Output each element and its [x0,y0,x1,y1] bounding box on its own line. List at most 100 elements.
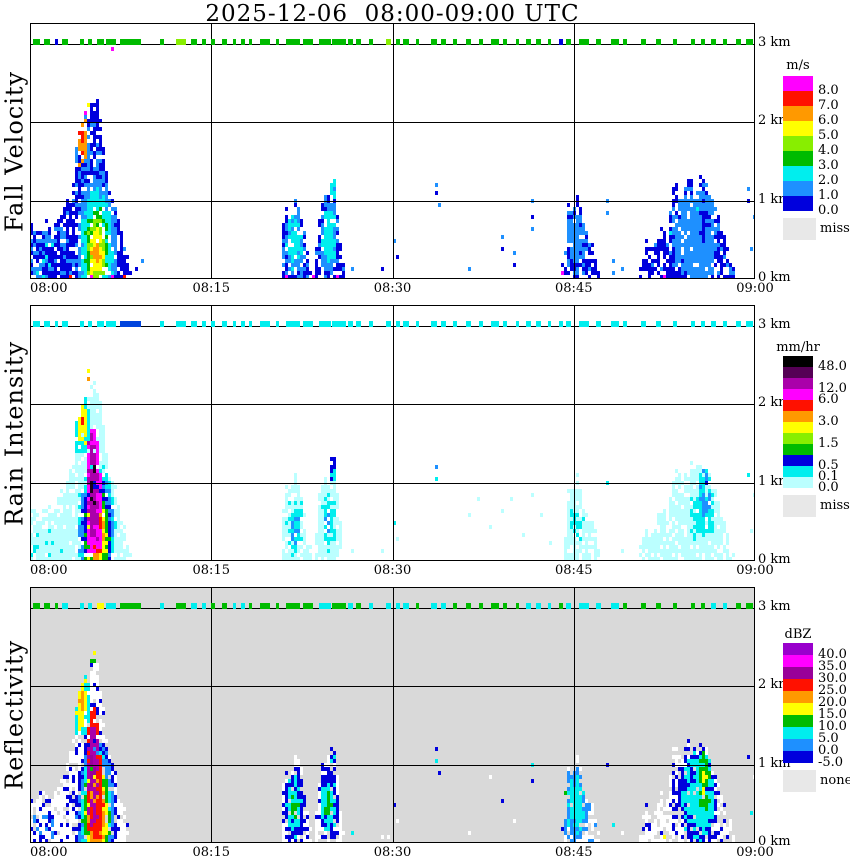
colorbar-tick-label: 3.0 [818,158,839,173]
x-tick-label: 09:00 [736,281,774,296]
colorbar-tick-label: 0.1 [818,469,839,484]
colorbar-swatch [783,739,813,751]
colorbar-tick-label: 1.0 [818,188,839,203]
height-tick-label: 1 km [758,755,791,771]
colorbar-tick-label: 35.0 [818,659,847,674]
y-axis-label-rain-intensity: Rain Intensity [0,340,29,526]
colorbar-swatch [783,121,813,136]
colorbar-missing-label: miss [820,498,850,513]
colorbar-swatch [783,91,813,106]
rain-intensity-heatmap [30,305,755,561]
height-tick-label: 1 km [758,191,791,207]
height-tick-label: 2 km [758,677,791,693]
colorbar-tick-label: 10.0 [818,719,847,734]
colorbar-missing-swatch [783,218,816,240]
height-tick-label: 3 km [758,35,791,50]
x-tick-label: 08:30 [373,845,412,860]
colorbar-swatch [783,691,813,703]
colorbar-missing-label: none [820,773,850,788]
x-tick-label: 08:15 [192,563,230,578]
colorbar-tick-label: 30.0 [818,671,847,686]
colorbar-swatch [783,151,813,166]
colorbar-swatch [783,433,813,444]
colorbar-swatch [783,356,813,367]
colorbar-tick-label: 6.0 [818,392,839,407]
height-tick-label: 0 km [758,270,791,285]
colorbar-swatch [783,679,813,691]
colorbar-swatch [783,643,813,655]
colorbar-swatch [783,455,813,466]
colorbar-tick-label: 5.0 [818,128,839,143]
reflectivity-heatmap [30,587,755,843]
colorbar-tick-label: 1.5 [818,436,839,451]
colorbar-swatch [783,106,813,121]
colorbar-tick-label: 8.0 [818,83,839,98]
height-tick-label: 1 km [758,473,791,489]
colorbar-swatch [783,389,813,400]
x-tick-label: 08:00 [30,281,68,296]
colorbar-swatch [783,166,813,181]
colorbar-title: dBZ [784,627,812,642]
colorbar-swatch [783,667,813,679]
x-tick-label: 08:45 [555,563,593,578]
colorbar-title: mm/hr [776,340,820,355]
colorbar-tick-label: 0.5 [818,458,839,473]
colorbar-tick-label: 0.0 [818,480,839,495]
x-tick-label: 09:00 [736,845,774,860]
colorbar-swatch [783,751,813,763]
colorbar-missing-label: miss [820,221,850,236]
colorbar-tick-label: 5.0 [818,731,839,746]
height-tick-label: 3 km [758,317,791,332]
colorbar-swatch [783,444,813,455]
colorbar-tick-label: 15.0 [818,707,847,722]
colorbar-swatch [783,727,813,739]
colorbar-tick-label: 2.0 [818,173,839,188]
x-tick-label: 08:00 [30,845,68,860]
x-tick-label: 08:30 [373,563,412,578]
colorbar-swatch [783,367,813,378]
colorbar-swatch [783,181,813,196]
colorbar-tick-label: 0.0 [818,203,839,218]
colorbar-swatch [783,400,813,411]
x-tick-label: 08:15 [192,845,230,860]
colorbar-missing-swatch [783,770,816,792]
colorbar-swatch [783,422,813,433]
colorbar-swatch [783,196,813,211]
colorbar-tick-label: 3.0 [818,414,839,429]
colorbar-title: m/s [786,58,810,73]
colorbar-tick-label: 12.0 [818,381,847,396]
colorbar-swatch [783,655,813,667]
colorbar-tick-label: 25.0 [818,683,847,698]
colorbar-swatch [783,76,813,91]
colorbar-swatch [783,477,813,488]
colorbar-swatch [783,136,813,151]
colorbar-swatch [783,466,813,477]
colorbar-tick-label: 0.0 [818,743,839,758]
x-tick-label: 08:30 [373,281,412,296]
colorbar-tick-label: 40.0 [818,647,847,662]
x-tick-label: 08:45 [555,281,593,296]
x-tick-label: 08:00 [30,563,68,578]
page-title: 2025-12-06 08:00-09:00 UTC [205,1,580,27]
height-tick-label: 2 km [758,395,791,411]
colorbar-swatch [783,411,813,422]
x-tick-label: 08:45 [555,845,593,860]
height-tick-label: 3 km [758,599,791,614]
y-axis-label-fall-velocity: Fall Velocity [0,70,29,232]
colorbar-swatch [783,378,813,389]
height-tick-label: 2 km [758,113,791,129]
colorbar-tick-label: 6.0 [818,113,839,128]
colorbar-swatch [783,715,813,727]
colorbar-swatch [783,703,813,715]
height-tick-label: 0 km [758,552,791,567]
colorbar-tick-label: 7.0 [818,98,839,113]
fall-velocity-heatmap [30,23,755,279]
colorbar-missing-swatch [783,495,816,517]
x-tick-label: 09:00 [736,563,774,578]
y-axis-label-reflectivity: Reflectivity [0,639,29,791]
colorbar-tick-label: 48.0 [818,359,847,374]
colorbar-tick-label: 4.0 [818,143,839,158]
colorbar-tick-label: -5.0 [818,755,844,770]
height-tick-label: 0 km [758,834,791,849]
